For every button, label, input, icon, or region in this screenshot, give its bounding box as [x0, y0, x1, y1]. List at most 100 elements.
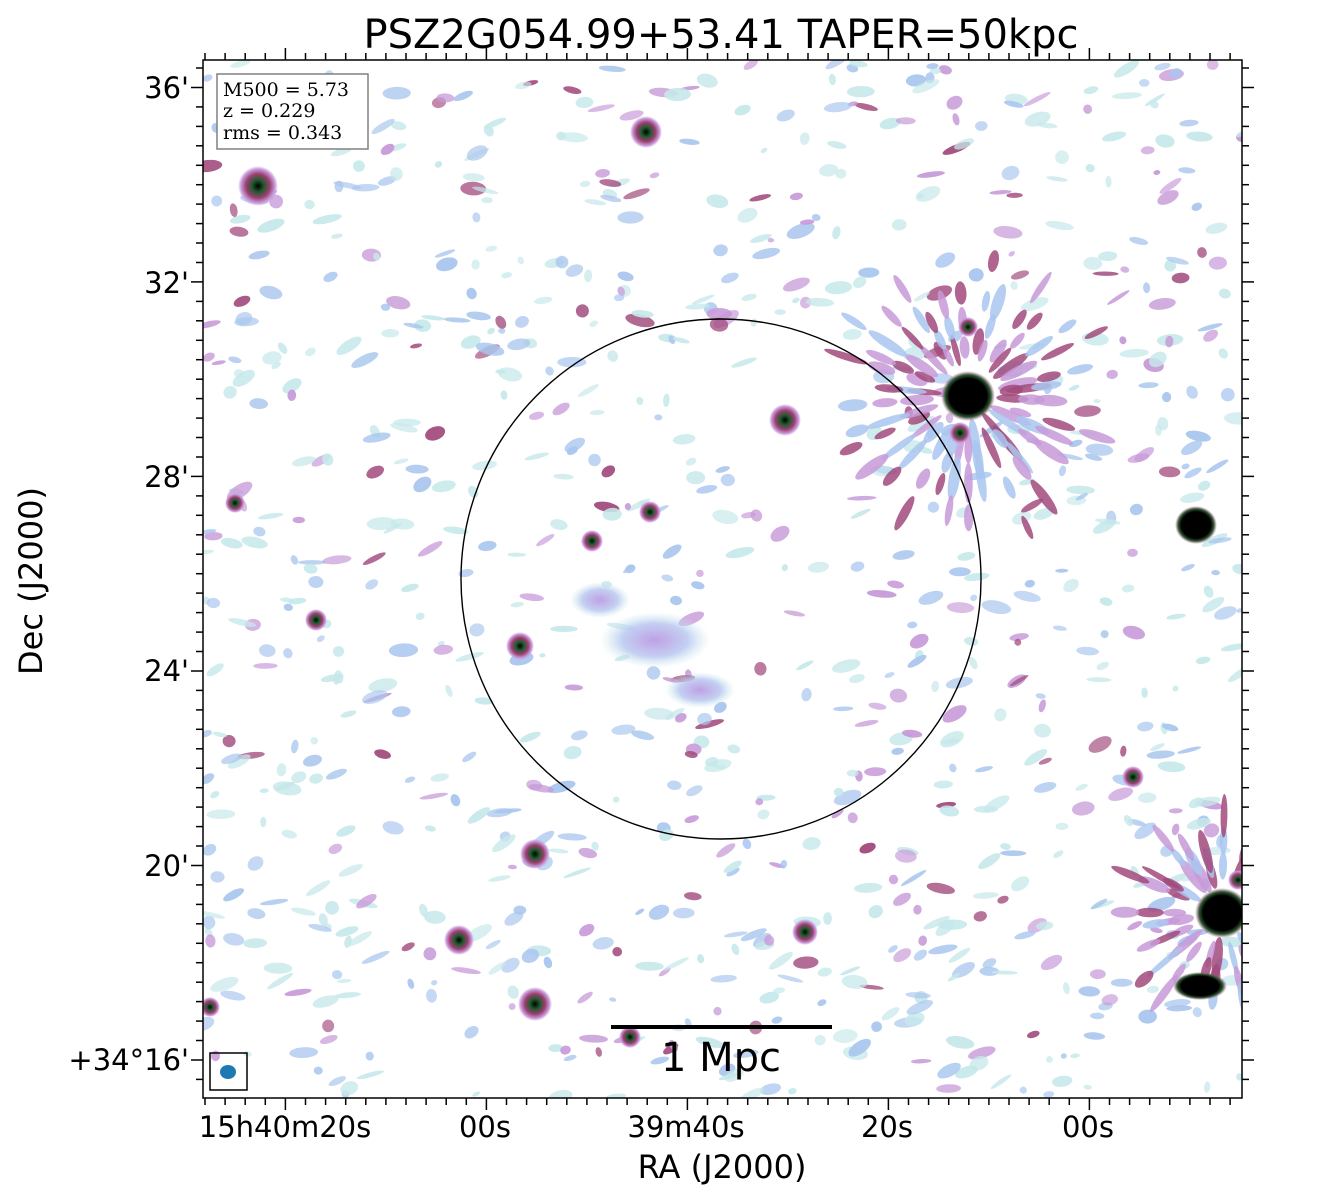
- noise-speckle: [591, 841, 599, 851]
- noise-speckle: [975, 121, 988, 131]
- noise-speckle: [824, 281, 853, 295]
- noise-speckle: [1228, 665, 1242, 683]
- noise-speckle: [305, 347, 316, 357]
- noise-speckle: [366, 465, 385, 479]
- point-source: [1122, 766, 1144, 788]
- noise-speckle: [909, 633, 929, 649]
- noise-speckle: [617, 286, 626, 297]
- noise-speckle: [1101, 131, 1127, 142]
- noise-speckle: [782, 277, 810, 292]
- sidelobe-streak: [1268, 916, 1305, 927]
- sidelobe-streak: [1266, 969, 1298, 1005]
- noise-speckle: [550, 519, 568, 531]
- noise-speckle: [1137, 721, 1154, 732]
- noise-speckle: [291, 456, 316, 467]
- noise-speckle: [1139, 78, 1150, 87]
- noise-speckle: [425, 426, 446, 441]
- noise-speckle: [356, 1070, 384, 1080]
- y-tick-labels: 36' 32' 28' 24' 20' +34°16': [68, 71, 189, 1077]
- noise-speckle: [968, 1046, 996, 1060]
- sidelobe-streak: [1243, 884, 1276, 906]
- noise-speckle: [241, 536, 268, 549]
- point-source: [520, 839, 550, 869]
- noise-speckle: [336, 336, 362, 355]
- noise-speckle: [356, 894, 377, 909]
- noise-speckle: [423, 947, 437, 961]
- noise-speckle: [906, 999, 934, 1015]
- noise-speckle: [755, 798, 764, 806]
- noise-speckle: [672, 434, 696, 445]
- noise-speckle: [205, 934, 216, 948]
- noise-speckle: [565, 264, 584, 277]
- noise-speckle: [1110, 978, 1133, 987]
- noise-speckle: [288, 597, 307, 605]
- sidelobe-streak: [1300, 933, 1321, 946]
- noise-speckle: [1088, 736, 1112, 753]
- x-tick-labels: 15h40m20s 00s 39m40s 20s 00s: [199, 1110, 1114, 1144]
- noise-speckle: [891, 219, 907, 231]
- noise-speckle: [942, 705, 967, 723]
- noise-speckle: [1197, 480, 1211, 491]
- noise-speckle: [661, 574, 674, 582]
- noise-speckle: [764, 935, 775, 946]
- noise-speckle: [938, 65, 952, 75]
- noise-speckle: [462, 173, 485, 182]
- sidelobe-streak: [915, 468, 931, 489]
- noise-speckle: [901, 729, 923, 738]
- noise-speckle: [308, 575, 324, 589]
- noise-speckle: [589, 320, 598, 328]
- bright-source: [941, 371, 995, 421]
- noise-speckle: [760, 147, 768, 154]
- sidelobe-streak: [1312, 884, 1321, 898]
- noise-speckle: [854, 719, 879, 727]
- noise-speckle: [323, 271, 338, 283]
- noise-speckle: [481, 197, 493, 204]
- noise-speckle: [1161, 392, 1172, 403]
- noise-speckle: [510, 601, 524, 608]
- noise-speckle: [918, 935, 928, 946]
- noise-speckle: [253, 526, 266, 537]
- sidelobe-streak: [959, 336, 970, 359]
- sidelobe-streak: [1251, 894, 1289, 912]
- noise-speckle: [1192, 1007, 1202, 1018]
- r500-circle: [460, 318, 982, 840]
- noise-speckle: [1074, 405, 1101, 417]
- noise-speckle: [257, 218, 285, 233]
- noise-speckle: [600, 194, 622, 203]
- noise-speckle: [926, 63, 939, 70]
- noise-speckle: [1040, 954, 1063, 971]
- noise-speckle: [1177, 746, 1202, 754]
- noise-speckle: [539, 653, 546, 658]
- noise-speckle: [1085, 164, 1095, 173]
- noise-speckle: [430, 773, 450, 782]
- noise-speckle: [617, 271, 634, 282]
- noise-speckle: [223, 888, 245, 902]
- noise-speckle: [1107, 290, 1130, 305]
- noise-speckle: [741, 293, 757, 301]
- noise-speckle: [848, 1038, 871, 1057]
- noise-speckle: [257, 512, 284, 520]
- noise-speckle: [528, 411, 545, 420]
- sidelobe-streak: [1246, 815, 1264, 843]
- noise-speckle: [1078, 986, 1101, 997]
- x-tick-label: 20s: [861, 1110, 913, 1144]
- noise-speckle: [340, 710, 357, 718]
- noise-speckle: [1051, 1075, 1073, 1087]
- noise-speckle: [1003, 100, 1024, 108]
- noise-speckle: [866, 590, 897, 598]
- noise-speckle: [973, 911, 987, 922]
- noise-speckle: [827, 140, 847, 149]
- noise-speckle: [847, 812, 858, 824]
- noise-speckle: [854, 102, 878, 111]
- noise-speckle: [1083, 104, 1093, 114]
- noise-speckle: [774, 309, 786, 315]
- sidelobe-streak: [1294, 968, 1321, 997]
- noise-speckle: [989, 190, 1012, 195]
- sidelobe-streak: [1241, 861, 1242, 887]
- noise-speckle: [833, 787, 844, 797]
- noise-speckle: [492, 834, 516, 853]
- noise-speckle: [579, 180, 591, 188]
- sidelobe-streak: [1237, 982, 1242, 1024]
- noise-speckle: [1181, 563, 1195, 572]
- noise-speckle: [770, 525, 790, 542]
